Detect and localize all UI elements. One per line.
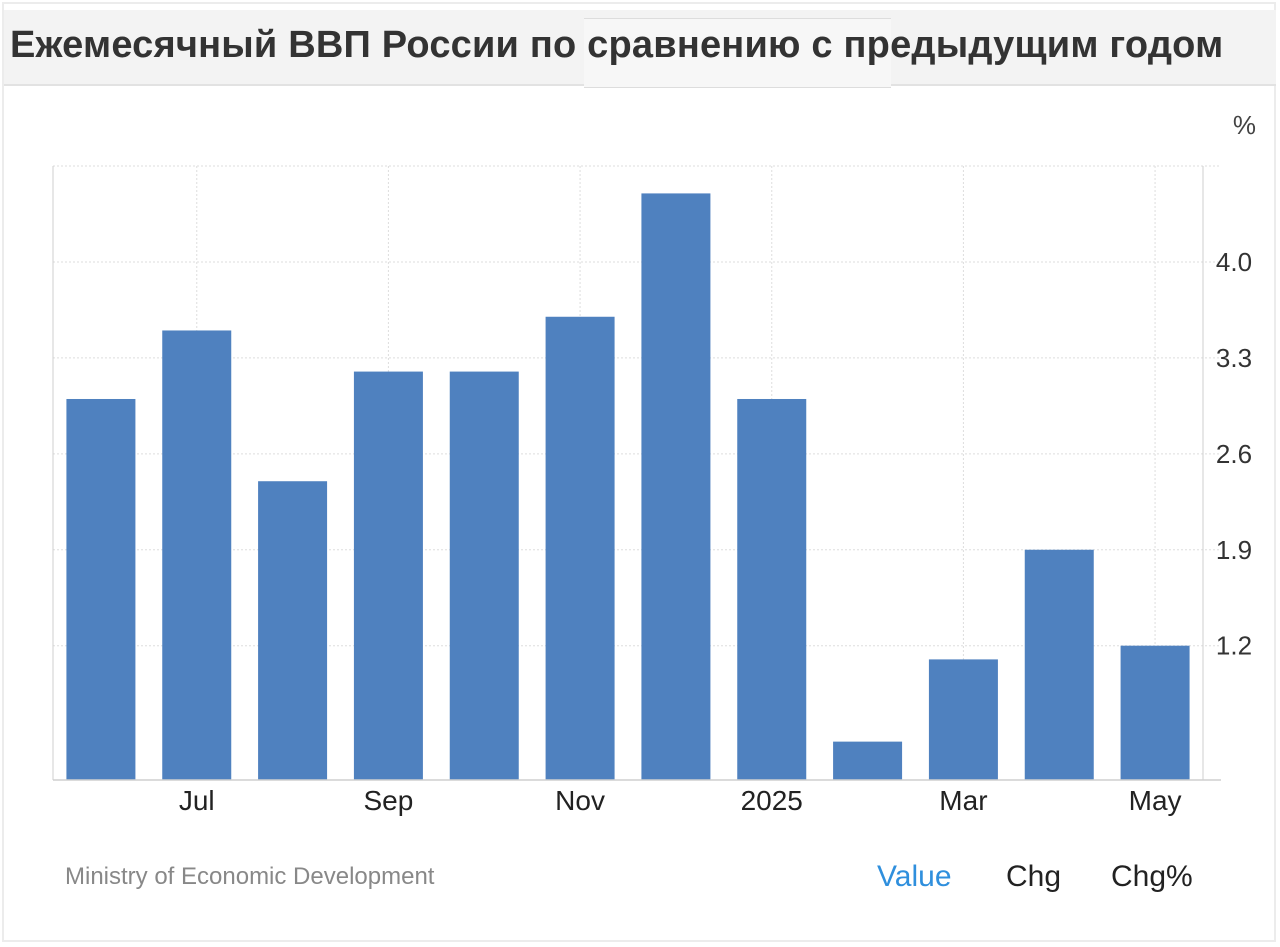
source-label: Ministry of Economic Development — [65, 863, 435, 890]
page-title: Ежемесячный ВВП России по сравнению с пр… — [10, 24, 1224, 66]
bar-nov — [545, 316, 615, 780]
bar-may — [1120, 645, 1190, 780]
bar-apr — [1024, 549, 1094, 780]
x-tick-label: Nov — [555, 785, 605, 816]
view-tabs: Value Chg Chg% — [0, 858, 1280, 898]
y-tick-label: 3.3 — [1216, 343, 1252, 373]
tab-chg[interactable]: Chg — [1006, 860, 1062, 893]
bar-oct — [449, 371, 519, 780]
bar-feb — [833, 741, 903, 780]
tab-value[interactable]: Value — [877, 860, 952, 893]
bar-sep — [353, 371, 423, 780]
y-tick-label: 1.9 — [1216, 535, 1252, 565]
x-tick-label: Jul — [179, 785, 215, 816]
bar-2025 — [737, 398, 807, 780]
x-tick-label: May — [1129, 785, 1182, 816]
tab-chg-percent[interactable]: Chg% — [1111, 860, 1193, 893]
bar-dec — [641, 193, 711, 781]
x-tick-label: Mar — [939, 785, 987, 816]
bar-mar — [928, 659, 998, 780]
y-tick-label: 2.6 — [1216, 439, 1252, 469]
chart-axes: 1.2 1.9 2.6 3.3 4.0 Jul Sep Nov 2025 Mar May — [52, 166, 1252, 816]
bar-aug — [258, 481, 328, 780]
y-tick-label: 4.0 — [1216, 247, 1252, 277]
y-tick-label: 1.2 — [1216, 631, 1252, 661]
x-tick-label: 2025 — [741, 785, 803, 816]
title-tab-highlight — [584, 18, 891, 88]
x-tick-label: Sep — [364, 785, 414, 816]
y-axis-unit-label: % — [1233, 110, 1256, 140]
bar-jun — [66, 398, 136, 780]
title-bar — [4, 10, 1276, 88]
chart-bars — [66, 193, 1190, 781]
bar-jul — [162, 330, 232, 780]
